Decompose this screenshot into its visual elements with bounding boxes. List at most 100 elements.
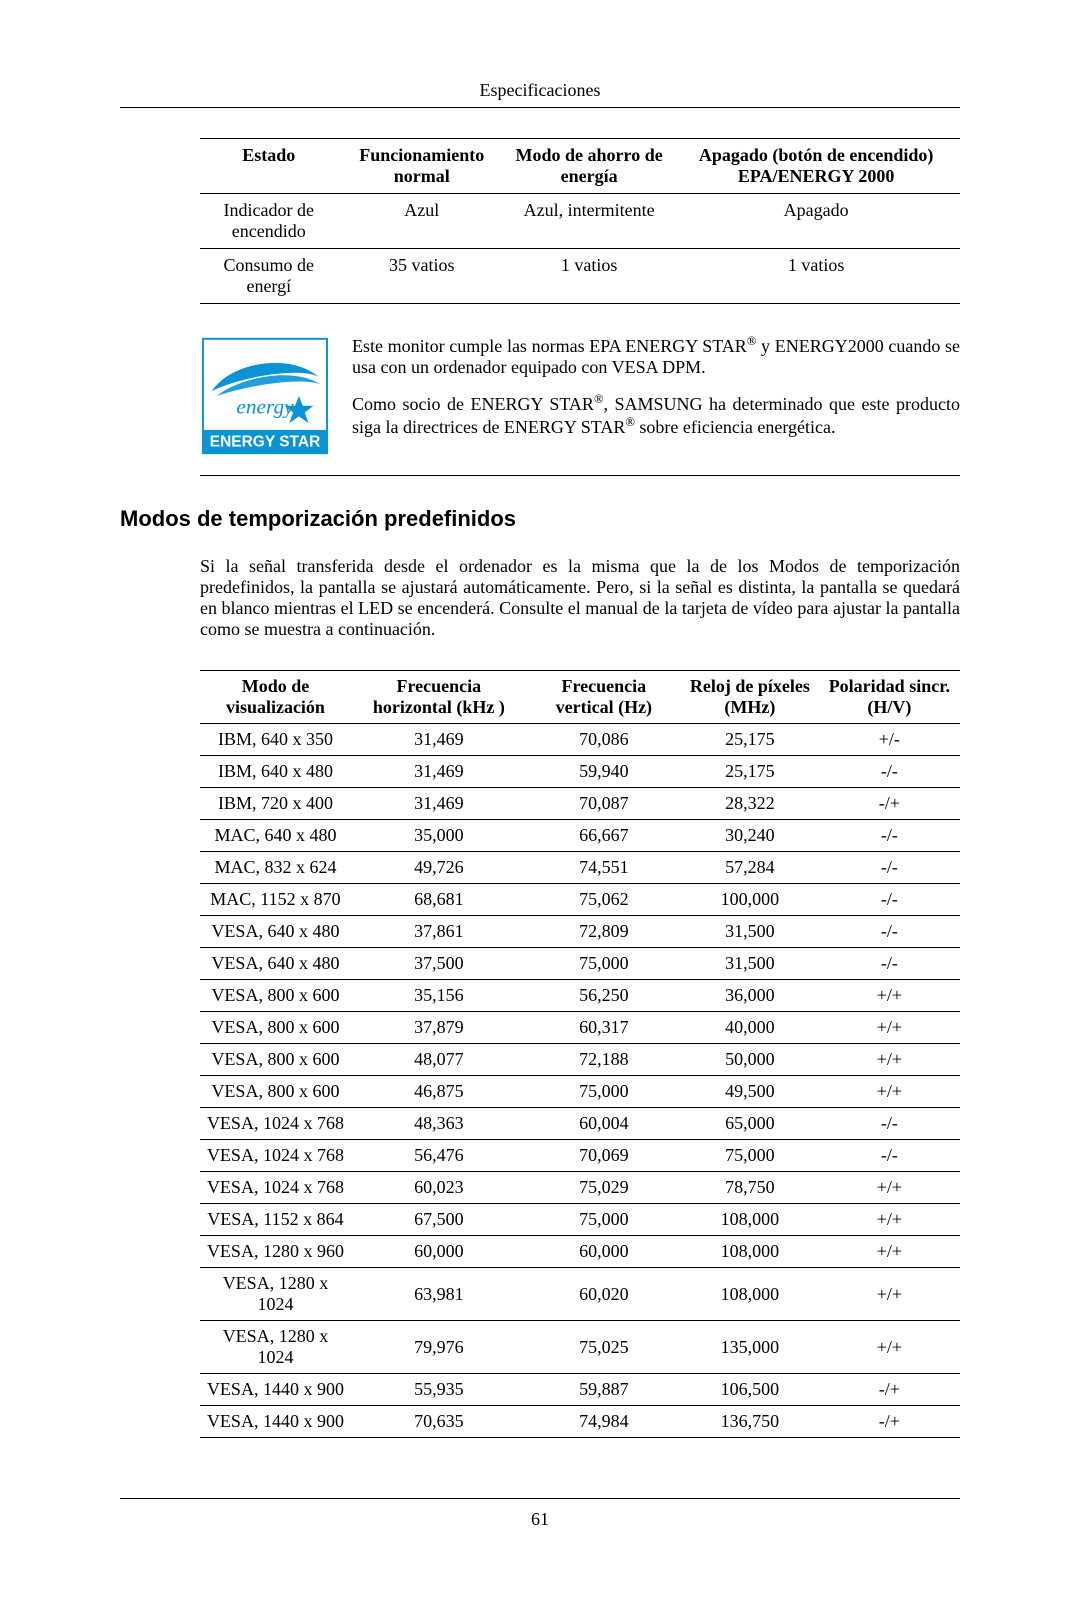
power-th-ahorro: Modo de ahorro de energía — [506, 139, 672, 194]
table-cell: 106,500 — [681, 1374, 819, 1406]
table-cell: 40,000 — [681, 1012, 819, 1044]
table-cell: 75,000 — [527, 948, 681, 980]
table-cell: VESA, 1024 x 768 — [200, 1108, 351, 1140]
table-cell: +/+ — [819, 1268, 960, 1321]
table-row: VESA, 800 x 60046,87575,00049,500+/+ — [200, 1076, 960, 1108]
table-cell: 72,188 — [527, 1044, 681, 1076]
power-th-apagado: Apagado (botón de encendido) EPA/ENERGY … — [672, 139, 960, 194]
table-cell: 68,681 — [351, 884, 527, 916]
table-cell: 135,000 — [681, 1321, 819, 1374]
table-cell: 63,981 — [351, 1268, 527, 1321]
table-cell: 25,175 — [681, 724, 819, 756]
table-row: IBM, 640 x 48031,46959,94025,175-/- — [200, 756, 960, 788]
table-cell: 74,984 — [527, 1406, 681, 1438]
table-cell: -/- — [819, 852, 960, 884]
table-cell: 59,887 — [527, 1374, 681, 1406]
table-row: Indicador de encendidoAzulAzul, intermit… — [200, 194, 960, 249]
table-row: VESA, 1152 x 86467,50075,000108,000+/+ — [200, 1204, 960, 1236]
table-cell: MAC, 640 x 480 — [200, 820, 351, 852]
table-cell: 75,029 — [527, 1172, 681, 1204]
timing-th-clock: Reloj de píxeles (MHz) — [681, 671, 819, 724]
table-cell: 60,023 — [351, 1172, 527, 1204]
table-cell: 49,726 — [351, 852, 527, 884]
table-cell: +/+ — [819, 1012, 960, 1044]
page-header-title: Especificaciones — [480, 80, 601, 100]
table-cell: 37,861 — [351, 916, 527, 948]
table-cell: 36,000 — [681, 980, 819, 1012]
table-cell: 75,062 — [527, 884, 681, 916]
table-row: VESA, 1024 x 76856,47670,06975,000-/- — [200, 1140, 960, 1172]
table-cell: Indicador de encendido — [200, 194, 338, 249]
table-cell: 56,476 — [351, 1140, 527, 1172]
table-cell: VESA, 1440 x 900 — [200, 1374, 351, 1406]
table-cell: 70,635 — [351, 1406, 527, 1438]
table-cell: 108,000 — [681, 1204, 819, 1236]
table-cell: 75,000 — [681, 1140, 819, 1172]
timing-th-mode: Modo de visualización — [200, 671, 351, 724]
table-cell: 100,000 — [681, 884, 819, 916]
table-cell: Consumo de energí — [200, 249, 338, 304]
timing-th-hfreq: Frecuencia horizontal (kHz ) — [351, 671, 527, 724]
table-cell: +/+ — [819, 1076, 960, 1108]
table-cell: 70,086 — [527, 724, 681, 756]
power-table-wrap: Estado Funcionamiento normal Modo de aho… — [200, 138, 960, 476]
power-th-estado: Estado — [200, 139, 338, 194]
svg-text:ENERGY STAR: ENERGY STAR — [210, 433, 321, 450]
table-cell: VESA, 800 x 600 — [200, 1076, 351, 1108]
section-intro: Si la señal transferida desde el ordenad… — [200, 556, 960, 640]
table-row: IBM, 720 x 40031,46970,08728,322-/+ — [200, 788, 960, 820]
table-cell: 67,500 — [351, 1204, 527, 1236]
table-cell: 31,469 — [351, 788, 527, 820]
table-row: IBM, 640 x 35031,46970,08625,175+/- — [200, 724, 960, 756]
section-title: Modos de temporización predefinidos — [120, 506, 960, 532]
table-row: MAC, 640 x 48035,00066,66730,240-/- — [200, 820, 960, 852]
energy-p1-a: Este monitor cumple las normas EPA ENERG… — [352, 336, 747, 356]
table-cell: Azul — [338, 194, 506, 249]
table-cell: +/+ — [819, 1321, 960, 1374]
table-row: VESA, 800 x 60035,15656,25036,000+/+ — [200, 980, 960, 1012]
power-table: Estado Funcionamiento normal Modo de aho… — [200, 138, 960, 304]
table-cell: VESA, 1152 x 864 — [200, 1204, 351, 1236]
table-row: VESA, 1440 x 90055,93559,887106,500-/+ — [200, 1374, 960, 1406]
table-cell: 74,551 — [527, 852, 681, 884]
energy-para-2: Como socio de ENERGY STAR®, SAMSUNG ha d… — [352, 392, 960, 438]
table-cell: -/- — [819, 1140, 960, 1172]
table-cell: -/- — [819, 916, 960, 948]
table-cell: -/- — [819, 1108, 960, 1140]
table-row: VESA, 1024 x 76848,36360,00465,000-/- — [200, 1108, 960, 1140]
table-cell: VESA, 1024 x 768 — [200, 1140, 351, 1172]
table-cell: -/- — [819, 756, 960, 788]
table-cell: 136,750 — [681, 1406, 819, 1438]
table-cell: 60,000 — [351, 1236, 527, 1268]
timing-table: Modo de visualización Frecuencia horizon… — [200, 670, 960, 1438]
reg-mark: ® — [625, 415, 635, 429]
table-row: MAC, 832 x 62449,72674,55157,284-/- — [200, 852, 960, 884]
table-cell: VESA, 1280 x 1024 — [200, 1268, 351, 1321]
table-row: VESA, 1280 x 102463,98160,020108,000+/+ — [200, 1268, 960, 1321]
table-cell: -/+ — [819, 1406, 960, 1438]
table-cell: Azul, intermitente — [506, 194, 672, 249]
table-row: MAC, 1152 x 87068,68175,062100,000-/- — [200, 884, 960, 916]
table-row: VESA, 800 x 60037,87960,31740,000+/+ — [200, 1012, 960, 1044]
table-cell: +/+ — [819, 980, 960, 1012]
table-cell: 75,000 — [527, 1204, 681, 1236]
energy-star-logo: energy ENERGY STAR — [200, 334, 330, 463]
table-cell: 37,500 — [351, 948, 527, 980]
energy-para-1: Este monitor cumple las normas EPA ENERG… — [352, 334, 960, 378]
table-cell: VESA, 1280 x 1024 — [200, 1321, 351, 1374]
table-cell: 75,025 — [527, 1321, 681, 1374]
timing-th-pol: Polaridad sincr. (H/V) — [819, 671, 960, 724]
table-cell: 57,284 — [681, 852, 819, 884]
table-cell: VESA, 800 x 600 — [200, 1044, 351, 1076]
table-cell: 108,000 — [681, 1268, 819, 1321]
table-cell: +/+ — [819, 1236, 960, 1268]
table-cell: 49,500 — [681, 1076, 819, 1108]
table-cell: IBM, 720 x 400 — [200, 788, 351, 820]
table-row: VESA, 1024 x 76860,02375,02978,750+/+ — [200, 1172, 960, 1204]
energy-p2-c: sobre eficiencia energética. — [635, 417, 836, 437]
table-cell: 48,077 — [351, 1044, 527, 1076]
table-cell: 60,004 — [527, 1108, 681, 1140]
table-cell: 66,667 — [527, 820, 681, 852]
timing-tbody: IBM, 640 x 35031,46970,08625,175+/-IBM, … — [200, 724, 960, 1438]
table-cell: 31,500 — [681, 948, 819, 980]
